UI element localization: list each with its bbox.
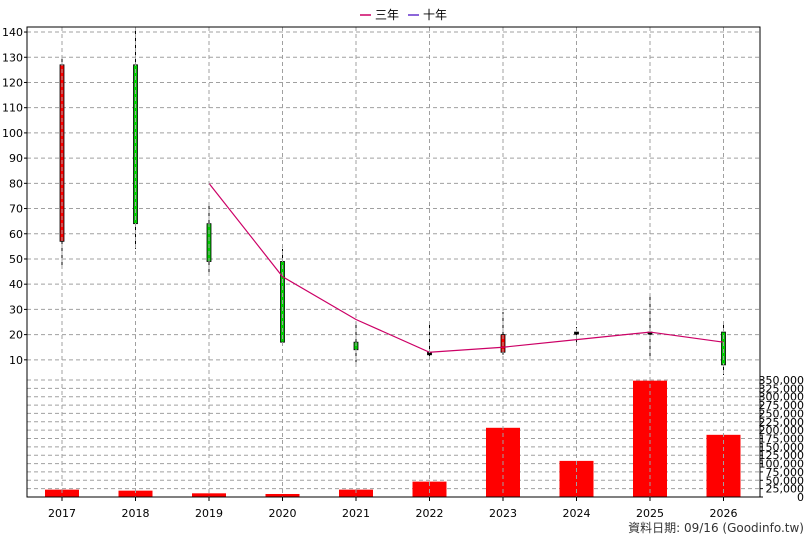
x-tick-label: 2025 [636,507,664,520]
price-tick-label: 20 [9,329,23,342]
x-tick-label: 2019 [195,507,223,520]
price-tick-label: 50 [9,253,23,266]
volume-tick-label: 75,000 [766,466,805,479]
price-panel: 10 20 30 40 50 60 70 80 90 100 110 120 130 140 [2,26,760,375]
price-tick-label: 30 [9,303,23,316]
price-tick-label: 90 [9,152,23,165]
x-tick-label: 2026 [710,507,738,520]
x-tick-label: 2017 [48,507,76,520]
volume-panel: 025,00050,00075,000100,000125,000150,000… [27,374,804,504]
price-tick-label: 100 [2,127,23,140]
volume-tick-label: 300,000 [759,391,805,404]
price-tick-label: 140 [2,26,23,39]
volume-bar [118,490,153,497]
price-tick-label: 130 [2,51,23,64]
volume-tick-label: 25,000 [766,483,805,496]
x-tick-label: 2018 [122,507,150,520]
volume-tick-label: 350,000 [759,374,805,387]
volume-tick-label: 150,000 [759,441,805,454]
x-tick-label: 2021 [342,507,370,520]
volume-tick-label: 225,000 [759,416,805,429]
price-tick-label: 40 [9,278,23,291]
x-axis: 2017 2018 2019 2020 2021 2022 2023 2024 2025 2026 [26,26,761,520]
legend-label-三年: 三年 [375,8,399,22]
volume-bar [192,493,226,497]
volume-bar [706,434,741,497]
x-tick-label: 2020 [269,507,297,520]
volume-tick-label: 125,000 [759,449,805,462]
volume-tick-label: 0 [797,491,804,504]
volume-bar [339,489,373,497]
candle-body [574,331,579,335]
x-tick-label: 2022 [416,507,444,520]
legend: 三年 十年 [360,8,447,22]
price-tick-label: 80 [9,177,23,190]
volume-tick-label: 100,000 [759,458,805,471]
price-tick-label: 10 [9,354,23,367]
volume-tick-label: 200,000 [759,424,805,437]
price-tick-label: 120 [2,76,23,89]
volume-tick-label: 50,000 [766,474,805,487]
legend-label-十年: 十年 [423,8,447,22]
volume-bar [45,489,79,497]
price-tick-label: 110 [2,102,23,115]
x-tick-label: 2023 [489,507,517,520]
price-tick-label: 60 [9,228,23,241]
volume-tick-label: 175,000 [759,433,805,446]
x-tick-label: 2024 [563,507,591,520]
plot-frame [26,26,761,498]
candle-body [206,223,212,262]
volume-tick-label: 325,000 [759,382,805,395]
volume-tick-label: 275,000 [759,399,805,412]
source-label: 資料日期: 09/16 (Goodinfo.tw) [628,521,804,535]
volume-tick-label: 250,000 [759,407,805,420]
price-tick-label: 70 [9,203,23,216]
ma-line-三年 [208,182,724,353]
volume-bar [265,493,300,497]
candle-body [133,64,138,225]
